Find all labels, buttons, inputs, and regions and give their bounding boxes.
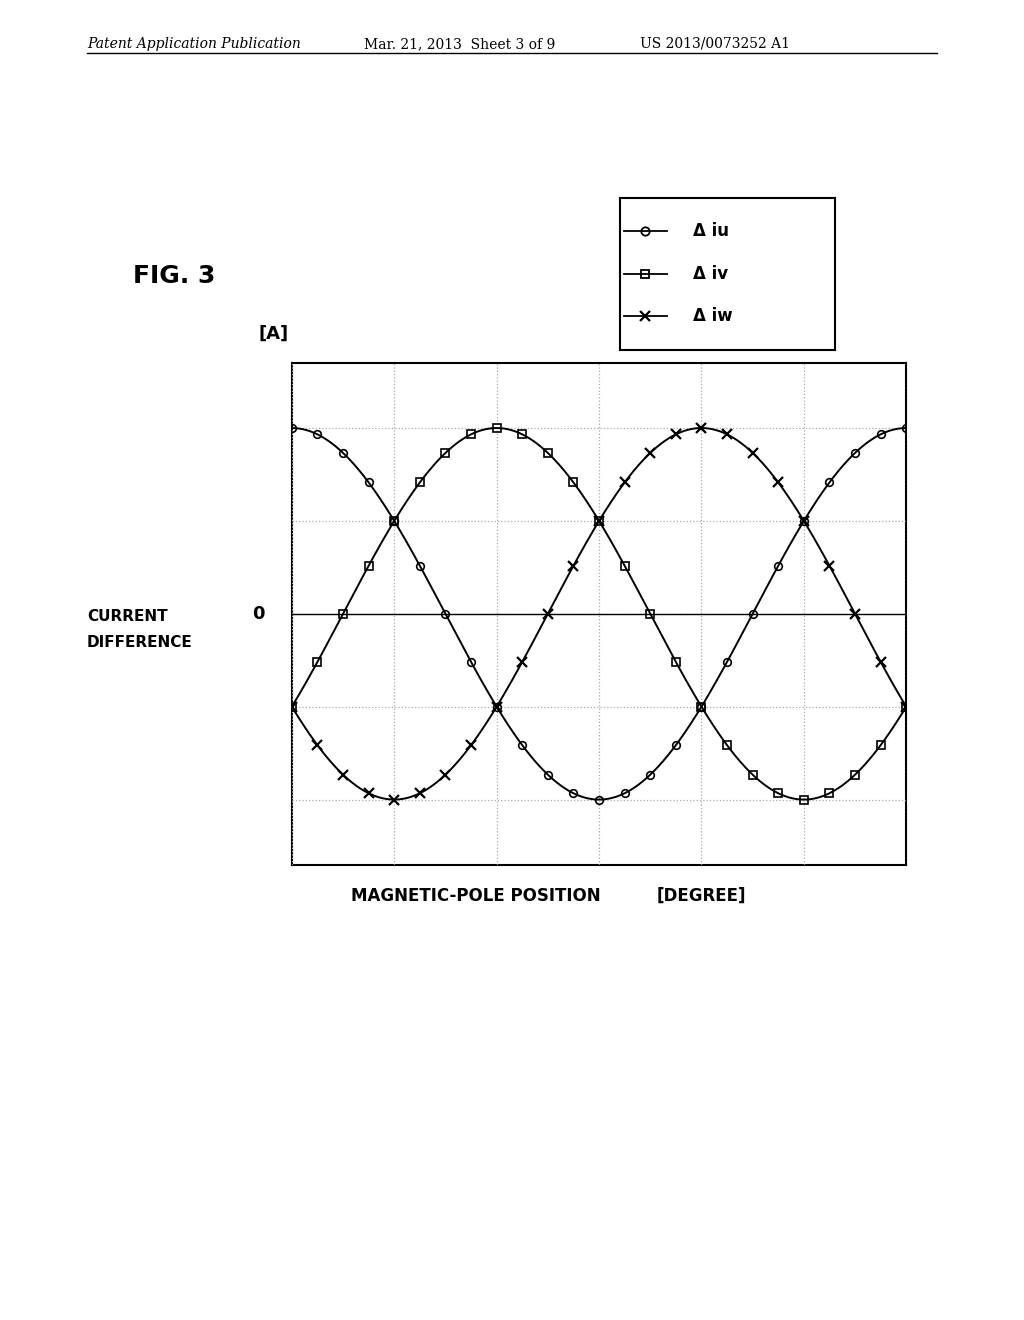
Text: Δ iv: Δ iv	[692, 265, 728, 282]
Text: FIG. 3: FIG. 3	[133, 264, 215, 288]
Text: Δ iu: Δ iu	[692, 222, 729, 240]
Text: 0: 0	[252, 605, 264, 623]
Text: Mar. 21, 2013  Sheet 3 of 9: Mar. 21, 2013 Sheet 3 of 9	[364, 37, 555, 51]
Text: DIFFERENCE: DIFFERENCE	[87, 635, 193, 651]
Text: [A]: [A]	[258, 325, 288, 343]
Text: US 2013/0073252 A1: US 2013/0073252 A1	[640, 37, 790, 51]
Text: [DEGREE]: [DEGREE]	[656, 887, 746, 906]
Text: Δ iw: Δ iw	[692, 308, 732, 326]
Text: CURRENT: CURRENT	[87, 609, 168, 624]
Text: Patent Application Publication: Patent Application Publication	[87, 37, 301, 51]
Text: MAGNETIC-POLE POSITION: MAGNETIC-POLE POSITION	[351, 887, 601, 906]
